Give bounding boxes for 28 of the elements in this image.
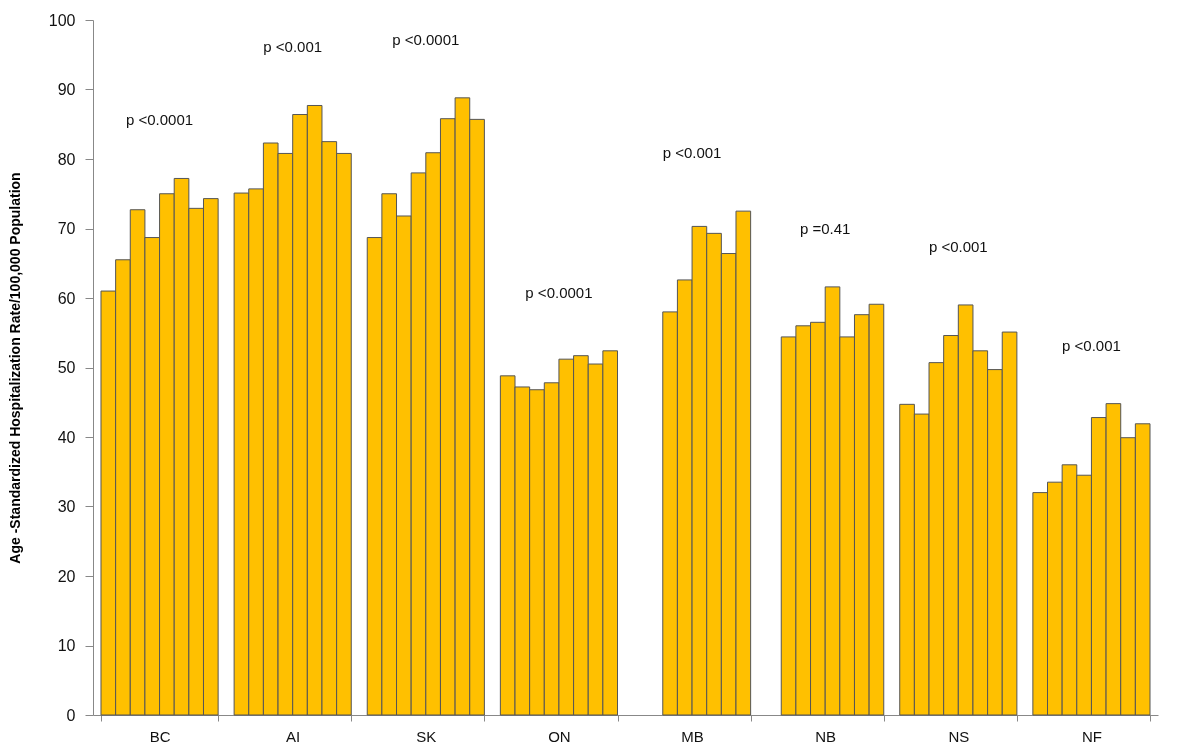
x-tick-label: NF: [1081, 727, 1102, 744]
annotation: p <0.0001: [525, 283, 593, 301]
x-tick-label: AI: [286, 727, 301, 744]
y-tick-label: 30: [57, 498, 76, 515]
y-axis-title: Age -Standardized Hospitalization Rate/100,000 Population: [6, 172, 23, 564]
x-tick-label: BC: [149, 727, 171, 744]
x-tick-label: NB: [815, 727, 837, 744]
y-tick-label: 40: [57, 428, 76, 446]
annotation: p <0.001: [263, 38, 323, 56]
x-tick-label: SK: [416, 727, 437, 744]
annotation: p <0.0001: [125, 111, 194, 129]
y-tick-label: 60: [57, 289, 76, 307]
x-tick-label: MB: [681, 727, 704, 744]
y-tick-label: 70: [57, 220, 76, 237]
y-tick-label: 100: [48, 11, 76, 29]
y-tick-label: 10: [57, 637, 76, 654]
y-tick-label: 50: [57, 359, 76, 376]
annotation: p <0.001: [662, 144, 722, 162]
y-tick-label: 20: [57, 567, 76, 585]
y-tick-label: 0: [66, 706, 76, 724]
x-tick-label: NS: [948, 727, 970, 744]
annotation: p =0.41: [799, 219, 851, 237]
y-tick-label: 90: [57, 81, 76, 98]
annotation: p <0.0001: [392, 30, 460, 48]
y-tick-label: 80: [57, 150, 76, 168]
x-tick-label: ON: [548, 727, 571, 744]
annotation: p <0.001: [1062, 336, 1121, 354]
annotation: p <0.001: [928, 237, 988, 255]
